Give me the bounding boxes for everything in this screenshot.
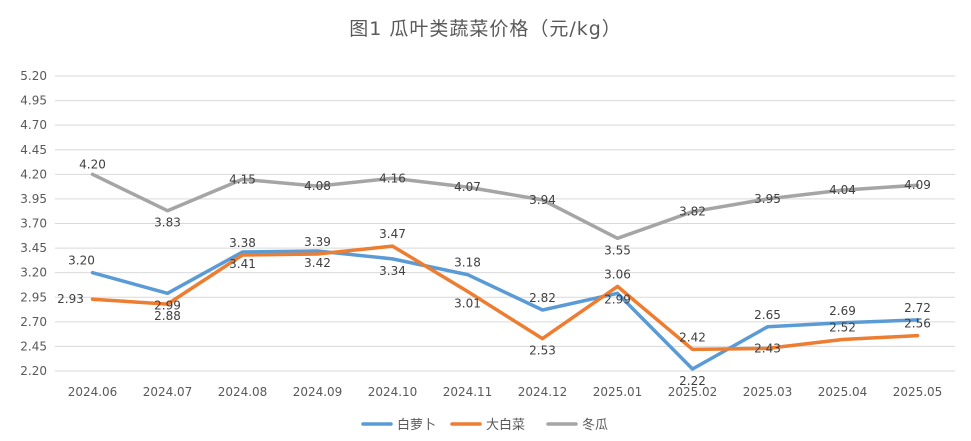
y-tick-label: 3.95 (20, 192, 47, 206)
y-tick-label: 4.20 (20, 167, 47, 181)
data-label: 4.09 (904, 178, 931, 192)
y-tick-label: 3.45 (20, 241, 47, 255)
data-label: 2.56 (904, 317, 931, 331)
data-label: 4.08 (304, 179, 331, 193)
data-label: 3.06 (604, 267, 631, 281)
data-label: 3.83 (154, 216, 181, 230)
y-tick-label: 2.45 (20, 339, 47, 353)
x-tick-label: 2025.01 (593, 385, 643, 399)
data-label: 3.18 (454, 256, 481, 270)
data-label: 2.22 (679, 374, 706, 388)
data-label: 3.47 (379, 227, 406, 241)
data-label: 3.82 (679, 205, 706, 219)
data-label: 3.38 (229, 236, 256, 250)
data-label: 2.99 (154, 298, 181, 312)
data-label: 4.07 (454, 180, 481, 194)
x-tick-label: 2024.10 (368, 385, 418, 399)
x-axis-ticks: 2024.06 2024.07 2024.08 2024.09 2024.10 2024.… (68, 385, 943, 399)
data-label: 3.94 (529, 193, 556, 207)
y-tick-label: 3.70 (20, 217, 47, 231)
y-tick-label: 2.70 (20, 315, 47, 329)
y-tick-label: 4.95 (20, 94, 47, 108)
data-label: 2.43 (754, 341, 781, 355)
x-tick-label: 2025.04 (818, 385, 868, 399)
x-tick-label: 2024.06 (68, 385, 118, 399)
legend-label: 冬瓜 (582, 417, 608, 433)
x-tick-label: 2024.07 (143, 385, 193, 399)
series-line (90, 244, 920, 352)
gridlines (55, 75, 955, 372)
x-tick-label: 2024.09 (293, 385, 343, 399)
legend-label: 白萝卜 (397, 417, 436, 433)
y-tick-label: 3.20 (20, 266, 47, 280)
data-label: 3.42 (304, 256, 331, 270)
data-label: 4.04 (829, 183, 856, 197)
y-tick-label: 2.95 (20, 290, 47, 304)
data-labels: 3.20 2.99 3.41 3.42 3.34 3.18 2.82 2.99 2.22 2.65… (57, 157, 931, 388)
data-label: 4.16 (379, 171, 406, 185)
data-label: 2.82 (529, 291, 556, 305)
chart-title: 图1 瓜叶类蔬菜价格（元/kg） (349, 18, 622, 40)
x-tick-label: 2024.11 (443, 385, 493, 399)
series-lines (90, 172, 920, 371)
data-label: 4.20 (79, 157, 106, 171)
data-label: 2.93 (57, 292, 84, 306)
data-label: 3.95 (754, 192, 781, 206)
y-tick-label: 4.45 (20, 143, 47, 157)
x-tick-label: 2024.08 (218, 385, 268, 399)
x-tick-label: 2024.12 (518, 385, 568, 399)
y-tick-label: 5.20 (20, 69, 47, 83)
x-tick-label: 2025.03 (743, 385, 793, 399)
x-tick-label: 2025.05 (893, 385, 943, 399)
data-label: 2.99 (604, 292, 631, 306)
data-label: 2.69 (829, 304, 856, 318)
data-label: 3.39 (304, 235, 331, 249)
data-label: 2.65 (754, 308, 781, 322)
series-line (90, 172, 920, 241)
y-axis-ticks: 5.20 4.95 4.70 4.45 4.20 3.95 3.70 3.45 3.20 2.95… (20, 69, 47, 378)
series-line (90, 249, 920, 371)
data-label: 3.55 (604, 243, 631, 257)
y-tick-label: 4.70 (20, 118, 47, 132)
data-label: 2.42 (679, 330, 706, 344)
x-tick-label: 2025.02 (668, 385, 718, 399)
legend: 白萝卜 大白菜 冬瓜 (361, 417, 608, 433)
data-label: 3.41 (229, 257, 256, 271)
y-tick-label: 2.20 (20, 364, 47, 378)
data-label: 3.01 (454, 296, 481, 310)
data-label: 2.88 (154, 309, 181, 323)
data-label: 3.20 (68, 254, 95, 268)
legend-label: 大白菜 (486, 417, 525, 433)
data-label: 2.52 (829, 321, 856, 335)
data-label: 3.34 (379, 264, 406, 278)
data-label: 2.53 (529, 344, 556, 358)
data-label: 4.15 (229, 172, 256, 186)
data-label: 2.72 (904, 301, 931, 315)
